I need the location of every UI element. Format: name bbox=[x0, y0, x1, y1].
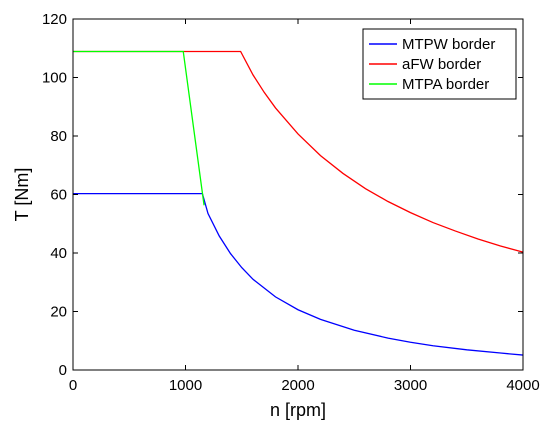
series-line-2 bbox=[73, 50, 205, 206]
y-tick-label: 40 bbox=[50, 245, 67, 262]
y-tick-label: 60 bbox=[50, 187, 67, 204]
ticks-layer: 0 1000 2000 3000 4000 0 20 40 60 80 100 120 bbox=[42, 11, 540, 394]
x-axis-label: n [rpm] bbox=[270, 400, 326, 420]
legend-label-0: MTPW border bbox=[402, 36, 495, 53]
x-tick-label: 4000 bbox=[506, 377, 539, 394]
series-layer bbox=[73, 50, 524, 356]
legend-label-2: MTPA border bbox=[402, 76, 489, 93]
y-tick-label: 120 bbox=[42, 11, 67, 28]
series-line-1 bbox=[73, 50, 524, 253]
y-tick-label: 0 bbox=[59, 362, 67, 379]
x-tick-label: 3000 bbox=[394, 377, 427, 394]
y-tick-label: 80 bbox=[50, 128, 67, 145]
y-axis-label: T [Nm] bbox=[12, 168, 32, 222]
y-tick-label: 20 bbox=[50, 304, 67, 321]
series-line-0 bbox=[73, 192, 524, 356]
y-tick-label: 100 bbox=[42, 70, 67, 87]
legend-label-1: aFW border bbox=[402, 56, 481, 73]
legend: MTPW border aFW border MTPA border bbox=[362, 28, 517, 100]
x-tick-label: 2000 bbox=[281, 377, 314, 394]
x-tick-label: 0 bbox=[69, 377, 77, 394]
x-tick-label: 1000 bbox=[169, 377, 202, 394]
